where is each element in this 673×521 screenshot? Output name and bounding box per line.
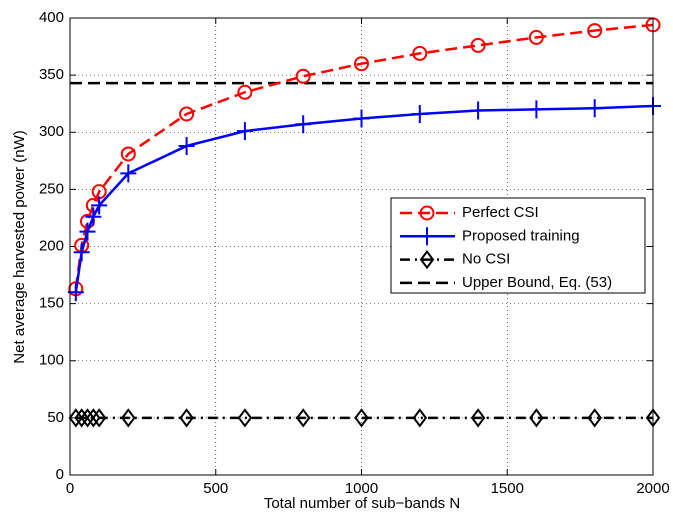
- marker: [528, 100, 545, 119]
- y-tick-label: 50: [47, 409, 64, 426]
- marker: [74, 408, 89, 428]
- marker: [419, 205, 435, 221]
- marker: [68, 408, 84, 428]
- marker: [354, 408, 369, 428]
- marker: [529, 408, 544, 428]
- marker: [412, 45, 428, 61]
- marker: [353, 109, 370, 128]
- y-tick-label: 100: [39, 352, 64, 369]
- y-tick-label: 150: [39, 295, 64, 312]
- marker: [237, 84, 253, 100]
- x-tick-label: 1500: [491, 480, 524, 497]
- y-tick-label: 300: [39, 123, 64, 140]
- x-axis-label: Total number of sub−bands N: [264, 495, 460, 512]
- marker: [237, 408, 253, 428]
- y-tick-label: 350: [39, 66, 64, 83]
- legend-label: No CSI: [462, 251, 510, 268]
- marker: [85, 207, 102, 226]
- marker: [86, 408, 101, 428]
- marker: [528, 29, 544, 45]
- marker: [120, 146, 136, 162]
- marker: [295, 115, 312, 134]
- y-tick-label: 250: [39, 180, 64, 197]
- x-tick-label: 1000: [345, 480, 378, 497]
- marker: [411, 104, 428, 123]
- marker: [179, 408, 194, 428]
- marker: [120, 164, 137, 183]
- plot-frame: [69, 17, 654, 476]
- marker: [419, 227, 435, 246]
- marker: [587, 408, 602, 428]
- marker: [73, 243, 90, 262]
- marker: [236, 122, 253, 141]
- legend-label: Perfect CSI: [462, 204, 539, 221]
- x-tick-label: 500: [203, 480, 228, 497]
- y-axis-label: Net average harvested power (nW): [11, 130, 28, 363]
- marker: [586, 99, 603, 118]
- marker: [179, 106, 195, 122]
- marker: [295, 68, 311, 84]
- marker: [412, 408, 428, 428]
- marker: [178, 136, 195, 155]
- marker: [587, 23, 603, 39]
- marker: [295, 408, 311, 428]
- y-tick-label: 400: [39, 9, 64, 26]
- marker: [91, 408, 107, 428]
- x-tick-label: 0: [66, 480, 74, 497]
- legend-label: Upper Bound, Eq. (53): [462, 274, 612, 291]
- marker: [470, 408, 486, 428]
- x-tick-label: 2000: [636, 480, 669, 497]
- legend: Perfect CSI Proposed training No CSI Upper …: [390, 197, 646, 294]
- marker: [79, 222, 96, 241]
- marker: [80, 408, 95, 428]
- marker: [470, 101, 487, 120]
- marker: [419, 249, 435, 270]
- marker: [121, 408, 136, 428]
- marker: [91, 196, 108, 215]
- y-tick-label: 200: [39, 237, 64, 254]
- marker: [470, 37, 486, 53]
- y-tick-label: 0: [56, 466, 64, 483]
- marker: [354, 56, 369, 72]
- legend-label: Proposed training: [462, 227, 580, 244]
